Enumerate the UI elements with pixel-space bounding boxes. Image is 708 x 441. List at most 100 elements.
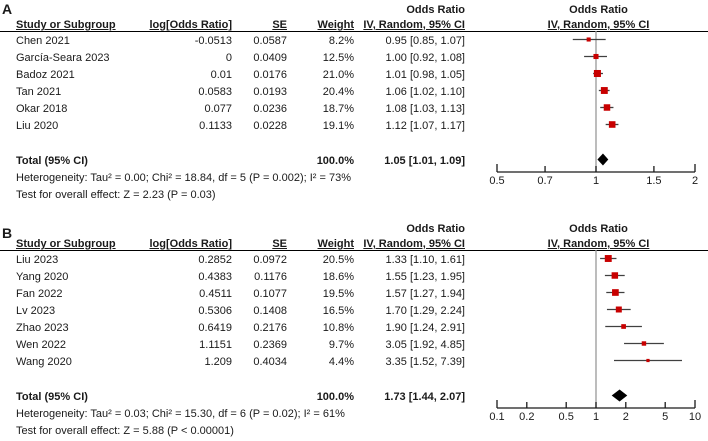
study-log-odds-ratio: 0.5306: [198, 304, 232, 317]
panel-table: Odds Ratio Odds Ratio Study or Subgroup …: [0, 221, 708, 439]
study-name: García-Seara 2023: [16, 51, 110, 64]
study-log-odds-ratio: 0.6419: [198, 321, 232, 334]
study-name: Tan 2021: [16, 85, 62, 98]
study-name: Chen 2021: [16, 34, 70, 47]
study-log-odds-ratio: 0.4383: [198, 270, 232, 283]
study-ci: 1.00 [0.92, 1.08]: [385, 51, 465, 64]
study-weight: 10.8%: [322, 321, 354, 334]
axis-tick-label: 2: [692, 175, 698, 187]
study-weight: 9.7%: [328, 338, 354, 351]
or-title-plot-col: Odds Ratio: [569, 223, 628, 235]
study-ci: 1.01 [0.98, 1.05]: [385, 68, 465, 81]
summary-diamond: [597, 153, 609, 166]
study-se: 0.1408: [253, 304, 287, 317]
study-row: Chen 2021 -0.0513 0.0587 8.2% 0.95 [0.85…: [16, 32, 708, 49]
panel-label: A: [2, 1, 13, 17]
forest-plot-canvas: 0.1 0.2 0.5 1 2 5 10: [489, 250, 701, 423]
study-weight: 19.5%: [322, 287, 354, 300]
header-log-odds-ratio: log[Odds Ratio]: [149, 238, 233, 250]
header-ci-text-col: IV, Random, 95% CI: [363, 238, 465, 250]
axis-tick-label: 0.1: [489, 411, 504, 423]
axis-tick-label: 0.5: [489, 175, 504, 187]
study-ci-marker: [600, 255, 617, 262]
study-ci: 1.90 [1.24, 2.91]: [385, 321, 465, 334]
study-weight: 18.7%: [322, 102, 354, 115]
or-title-row: Odds Ratio Odds Ratio: [16, 2, 708, 16]
header-log-odds-ratio: log[Odds Ratio]: [149, 19, 233, 31]
panel-table: Odds Ratio Odds Ratio Study or Subgroup …: [0, 2, 708, 203]
study-se: 0.0587: [253, 34, 287, 47]
study-weight: 8.2%: [328, 34, 354, 47]
study-log-odds-ratio: 0.01: [210, 68, 232, 81]
study-ci: 0.95 [0.85, 1.07]: [385, 34, 465, 47]
study-row: García-Seara 2023 0 0.0409 12.5% 1.00 [0…: [16, 49, 708, 66]
study-ci-marker: [614, 358, 682, 363]
study-ci: 1.12 [1.07, 1.17]: [385, 119, 465, 132]
study-row: Tan 2021 0.0583 0.0193 20.4% 1.06 [1.02,…: [16, 83, 708, 100]
or-title-row: Odds Ratio Odds Ratio: [16, 221, 708, 235]
total-label: Total (95% CI): [16, 390, 88, 403]
study-se: 0.2176: [253, 321, 287, 334]
total-label: Total (95% CI): [16, 154, 88, 167]
column-header-row: Study or Subgroup log[Odds Ratio] SE Wei…: [0, 16, 708, 32]
study-ci: 1.06 [1.02, 1.10]: [385, 85, 465, 98]
study-row: Okar 2018 0.077 0.0236 18.7% 1.08 [1.03,…: [16, 100, 708, 117]
forest-panel: A Odds Ratio Odds Ratio Study or Subgrou…: [0, 0, 708, 213]
study-ci: 1.57 [1.27, 1.94]: [385, 287, 465, 300]
study-name: Wen 2022: [16, 338, 66, 351]
study-name: Liu 2023: [16, 253, 59, 266]
study-name: Okar 2018: [16, 102, 68, 115]
header-se: SE: [272, 238, 287, 250]
axis-tick-label: 5: [662, 411, 668, 423]
study-ci-marker: [605, 324, 642, 329]
axis-tick-label: 0.7: [537, 175, 552, 187]
axis-tick-label: 0.2: [519, 411, 534, 423]
study-ci-marker: [604, 272, 625, 279]
study-ci-marker: [584, 53, 607, 60]
study-log-odds-ratio: -0.0513: [194, 34, 232, 47]
study-row: Liu 2023 0.2852 0.0972 20.5% 1.33 [1.10,…: [16, 251, 708, 268]
study-ci-marker: [600, 104, 614, 111]
study-se: 0.4034: [253, 355, 287, 368]
study-log-odds-ratio: 0.2852: [198, 253, 232, 266]
study-rows: Liu 2023 0.2852 0.0972 20.5% 1.33 [1.10,…: [16, 251, 708, 370]
study-ci: 1.55 [1.23, 1.95]: [385, 270, 465, 283]
study-row: Yang 2020 0.4383 0.1176 18.6% 1.55 [1.23…: [16, 268, 708, 285]
study-weight: 12.5%: [322, 51, 354, 64]
study-row: Wang 2020 1.209 0.4034 4.4% 3.35 [1.52, …: [16, 353, 708, 370]
study-weight: 20.4%: [322, 85, 354, 98]
panel-label: B: [2, 225, 13, 241]
header-se: SE: [272, 19, 287, 31]
heterogeneity-note: Heterogeneity: Tau² = 0.03; Chi² = 15.30…: [16, 407, 345, 420]
study-se: 0.0193: [253, 85, 287, 98]
header-ci-text-col: IV, Random, 95% CI: [363, 19, 465, 31]
study-ci-marker: [606, 306, 631, 313]
x-axis: 0.5 0.7 1 1.5 2: [489, 164, 698, 187]
study-name: Liu 2020: [16, 119, 59, 132]
study-ci-marker: [624, 341, 664, 346]
study-ci-marker: [593, 69, 603, 78]
axis-tick-label: 1.5: [646, 175, 661, 187]
total-weight: 100.0%: [316, 390, 354, 403]
forest-panel: B Odds Ratio Odds Ratio Study or Subgrou…: [0, 213, 708, 441]
overall-test-note: Test for overall effect: Z = 5.88 (P < 0…: [16, 424, 234, 437]
study-weight: 18.6%: [322, 270, 354, 283]
study-weight: 19.1%: [322, 119, 354, 132]
axis-tick-label: 0.5: [559, 411, 574, 423]
study-log-odds-ratio: 1.209: [204, 355, 232, 368]
study-log-odds-ratio: 0.0583: [198, 85, 232, 98]
header-ci-plot-col: IV, Random, 95% CI: [547, 19, 650, 31]
study-row: Badoz 2021 0.01 0.0176 21.0% 1.01 [0.98,…: [16, 66, 708, 83]
x-axis: 0.1 0.2 0.5 1 2 5 10: [489, 400, 701, 423]
study-name: Fan 2022: [16, 287, 63, 300]
summary-diamond: [611, 389, 628, 402]
study-row: Zhao 2023 0.6419 0.2176 10.8% 1.90 [1.24…: [16, 319, 708, 336]
study-ci-marker: [606, 289, 625, 296]
study-log-odds-ratio: 0.4511: [199, 287, 232, 300]
study-ci-marker: [572, 37, 606, 42]
header-weight: Weight: [317, 19, 354, 31]
study-row: Liu 2020 0.1133 0.0228 19.1% 1.12 [1.07,…: [16, 117, 708, 134]
study-row: Fan 2022 0.4511 0.1077 19.5% 1.57 [1.27,…: [16, 285, 708, 302]
total-ci: 1.73 [1.44, 2.07]: [384, 390, 465, 403]
